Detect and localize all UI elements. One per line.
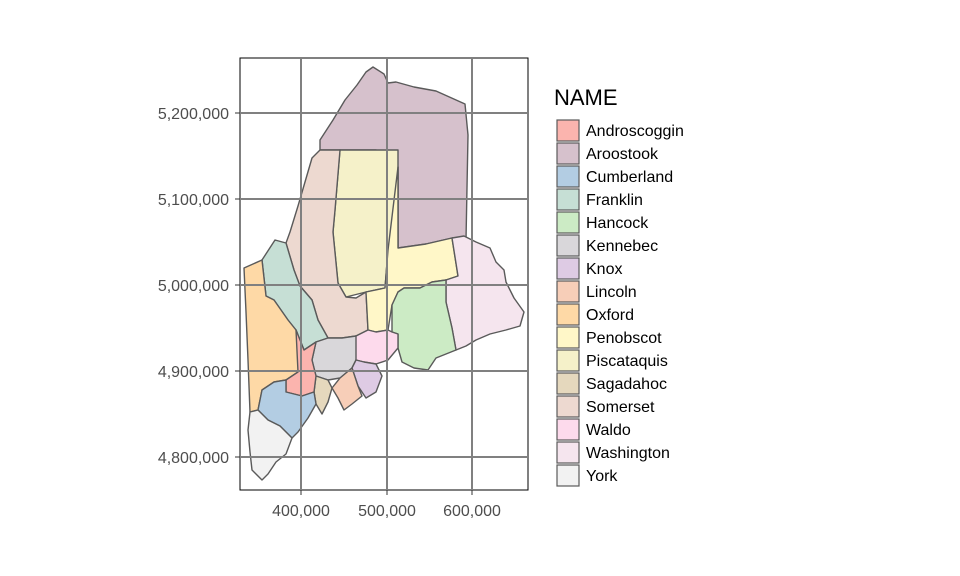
legend-item: Kennebec (556, 234, 658, 257)
legend-item: Cumberland (556, 165, 673, 188)
legend-label: Penobscot (586, 330, 662, 347)
legend-label: York (586, 468, 618, 485)
legend-title: NAME (554, 85, 618, 110)
legend-item: Knox (556, 257, 622, 280)
y-tick-label: 5,000,000 (158, 278, 229, 295)
legend: NAME Androscoggin Aroostook Cumberland Fran… (554, 85, 684, 487)
legend-swatch (556, 280, 580, 303)
y-tick-label: 4,900,000 (158, 364, 229, 381)
axis-ticks (235, 112, 473, 495)
legend-label: Androscoggin (586, 123, 684, 140)
legend-item: Aroostook (556, 142, 659, 165)
county-hancock[interactable] (391, 279, 457, 371)
legend-item: Oxford (556, 303, 634, 326)
legend-swatch (556, 234, 580, 257)
county-lincoln[interactable] (331, 367, 363, 411)
legend-swatch (556, 372, 580, 395)
legend-swatch (556, 257, 580, 280)
legend-item: York (556, 464, 618, 487)
legend-swatch (556, 418, 580, 441)
legend-label: Washington (586, 445, 670, 462)
legend-swatch (556, 349, 580, 372)
legend-label: Hancock (586, 215, 649, 232)
legend-label: Waldo (586, 422, 631, 439)
legend-item: Washington (556, 441, 670, 464)
y-tick-label: 5,100,000 (158, 192, 229, 209)
legend-swatch (556, 142, 580, 165)
legend-item: Sagadahoc (556, 372, 667, 395)
legend-swatch (556, 211, 580, 234)
legend-item: Lincoln (556, 280, 637, 303)
x-axis-labels: 400,000 500,000 600,000 (272, 503, 501, 520)
y-tick-label: 5,200,000 (158, 106, 229, 123)
legend-label: Kennebec (586, 238, 658, 255)
legend-label: Oxford (586, 307, 634, 324)
legend-label: Knox (586, 261, 622, 278)
legend-label: Aroostook (586, 146, 659, 163)
legend-item: Somerset (556, 395, 655, 418)
x-tick-label: 500,000 (358, 503, 416, 520)
legend-label: Piscataquis (586, 353, 668, 370)
legend-item: Androscoggin (556, 119, 684, 142)
legend-item: Penobscot (556, 326, 662, 349)
legend-label: Franklin (586, 192, 643, 209)
legend-item: Waldo (556, 418, 631, 441)
legend-items: Androscoggin Aroostook Cumberland Franklin H… (556, 119, 684, 487)
legend-label: Cumberland (586, 169, 673, 186)
legend-swatch (556, 119, 580, 142)
legend-label: Lincoln (586, 284, 637, 301)
legend-swatch (556, 165, 580, 188)
legend-swatch (556, 326, 580, 349)
legend-item: Hancock (556, 211, 649, 234)
legend-item: Franklin (556, 188, 643, 211)
legend-swatch (556, 441, 580, 464)
county-york[interactable] (247, 409, 293, 481)
x-tick-label: 400,000 (272, 503, 330, 520)
y-tick-label: 4,800,000 (158, 450, 229, 467)
x-tick-label: 600,000 (443, 503, 501, 520)
legend-swatch (556, 464, 580, 487)
legend-swatch (556, 303, 580, 326)
legend-item: Piscataquis (556, 349, 668, 372)
legend-swatch (556, 188, 580, 211)
legend-swatch (556, 395, 580, 418)
y-axis-labels: 5,200,000 5,100,000 5,000,000 4,900,000 … (158, 106, 229, 467)
graticule (240, 58, 528, 490)
legend-label: Sagadahoc (586, 376, 667, 393)
legend-label: Somerset (586, 399, 655, 416)
